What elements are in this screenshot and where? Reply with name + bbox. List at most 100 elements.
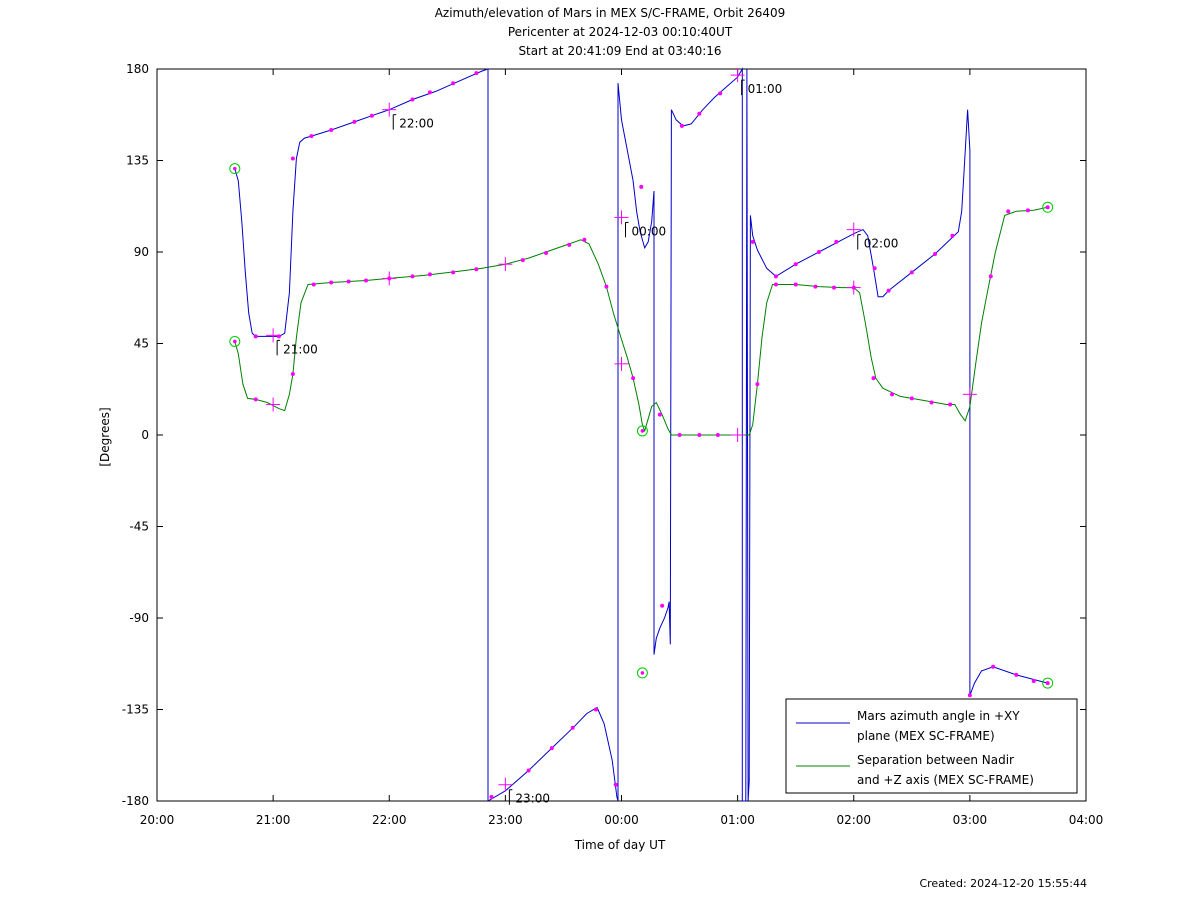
y-tick-label-5: -45: [129, 520, 149, 534]
sample-dot-10: [474, 71, 479, 76]
sample-dot-62: [832, 285, 837, 290]
sample-dot-66: [909, 396, 914, 401]
sample-dot-28: [886, 288, 891, 293]
sample-dot-33: [991, 664, 996, 669]
sample-dot-15: [593, 707, 598, 712]
sample-dot-19: [679, 123, 684, 128]
sample-dot-22: [750, 239, 755, 244]
legend-label-azimuth-1: Mars azimuth angle in +XY: [857, 709, 1020, 723]
x-tick-label-2: 22:00: [372, 813, 407, 827]
sample-dot-38: [290, 372, 295, 376]
endpoint-circle-2: [636, 425, 648, 437]
hour-cross-12: [962, 387, 977, 402]
sample-dot-35: [1031, 679, 1036, 684]
legend-label-separation-1: Separation between Nadir: [857, 753, 1014, 767]
sample-dot-42: [364, 278, 369, 283]
sample-dot-5: [352, 119, 357, 124]
sample-dot-12: [526, 768, 531, 773]
sample-dot-25: [816, 250, 821, 254]
sample-dot-7: [410, 97, 415, 102]
sample-dot-71: [1025, 208, 1030, 213]
sample-dot-39: [311, 282, 316, 287]
endpoint-circle-1: [229, 335, 241, 347]
x-tick-label-5: 01:00: [720, 813, 755, 827]
x-tick-label-3: 23:00: [488, 813, 523, 827]
x-axis-label: Time of day UT: [574, 838, 666, 852]
series-0-line-0: [234, 68, 489, 337]
svg-text:02:00: 02:00: [864, 237, 899, 251]
svg-text:21:00: 21:00: [283, 342, 318, 356]
y-tick-label-7: -135: [122, 703, 149, 717]
sample-dot-52: [604, 284, 609, 289]
svg-text:00:00: 00:00: [632, 224, 667, 238]
time-labels: 21:00 22:00 23:00 00:00 01:00 02:00: [276, 79, 899, 806]
x-tick-label-0: 20:00: [140, 813, 175, 827]
sample-dot-2: [290, 156, 295, 161]
y-tick-label-2: 90: [134, 245, 149, 259]
time-label-5: 02:00: [857, 234, 899, 251]
chart-subtitle-2: Start at 20:41:09 End at 03:40:16: [518, 44, 721, 58]
markers: [229, 68, 1054, 799]
sample-dot-69: [988, 274, 993, 279]
series-lines: [234, 67, 1048, 802]
time-label-3: 00:00: [625, 221, 667, 238]
sample-dot-70: [1006, 209, 1011, 214]
sample-dot-51: [582, 237, 587, 242]
svg-text:23:00: 23:00: [515, 792, 550, 806]
series-0-line-2: [487, 706, 619, 802]
time-label-4: 01:00: [741, 79, 783, 96]
hour-cross-11: [846, 280, 861, 295]
svg-text:22:00: 22:00: [399, 117, 434, 131]
sample-dot-17: [639, 184, 644, 189]
sample-dot-6: [369, 113, 374, 118]
sample-dot-53: [631, 376, 636, 381]
sample-dot-31: [950, 233, 955, 238]
hour-cross-2: [498, 777, 513, 792]
hour-cross-0: [266, 328, 281, 343]
plot-area: [156, 68, 1087, 802]
created-timestamp: Created: 2024-12-20 15:55:44: [919, 877, 1087, 890]
sample-dot-11: [489, 794, 494, 799]
y-tick-label-1: 135: [126, 154, 149, 168]
endpoint-circle-5: [1042, 201, 1054, 213]
sample-dot-18: [660, 603, 665, 608]
series-1-line-0: [234, 206, 1048, 436]
sample-dot-40: [329, 280, 334, 285]
sample-dot-57: [715, 433, 720, 437]
axis-ticks: [156, 68, 1087, 802]
endpoint-circle-4: [1042, 677, 1054, 689]
sample-dot-24: [793, 262, 798, 267]
svg-text:01:00: 01:00: [748, 82, 783, 96]
y-tick-label-4: 0: [141, 428, 149, 442]
time-label-1: 22:00: [392, 114, 434, 131]
sample-dot-48: [520, 258, 525, 263]
sample-dot-65: [890, 392, 895, 397]
sample-dot-67: [929, 400, 934, 405]
sample-dot-55: [677, 433, 682, 437]
hour-cross-7: [382, 271, 397, 286]
sample-dot-3: [309, 134, 314, 139]
y-tick-label-0: 180: [126, 62, 149, 76]
sample-dot-9: [451, 81, 456, 86]
hour-cross-8: [498, 257, 513, 272]
sample-dot-37: [253, 397, 258, 402]
time-label-2: 23:00: [508, 789, 550, 806]
sample-dot-47: [474, 267, 479, 272]
sample-dot-34: [1014, 672, 1019, 677]
sample-dot-61: [813, 284, 818, 289]
sample-dot-13: [549, 746, 554, 751]
legend-box: [785, 698, 1078, 794]
y-tick-label-8: -180: [122, 794, 149, 808]
sample-dot-20: [697, 111, 702, 116]
y-tick-label-3: 45: [134, 337, 149, 351]
sample-dot-29: [909, 270, 914, 275]
legend-label-azimuth-2: plane (MEX SC-FRAME): [857, 729, 995, 743]
hour-cross-3: [614, 210, 629, 225]
sample-dot-54: [657, 412, 662, 417]
sample-dot-16: [613, 782, 618, 787]
hour-cross-5: [846, 222, 861, 237]
x-tick-label-1: 21:00: [256, 813, 291, 827]
x-tick-label-7: 03:00: [953, 813, 988, 827]
chart-subtitle-1: Pericenter at 2024-12-03 00:10:40UT: [508, 25, 733, 39]
